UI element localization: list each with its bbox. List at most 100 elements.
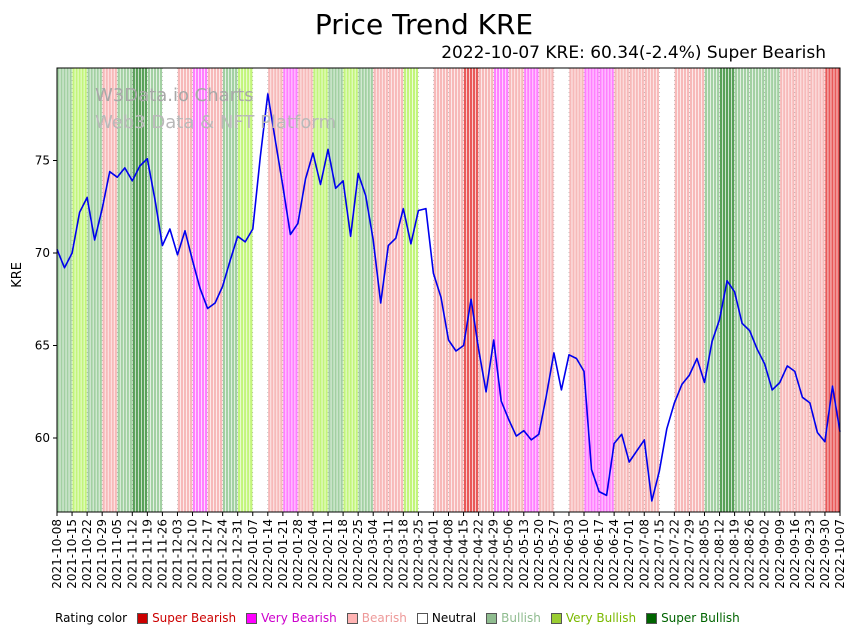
rating-band-bearish: [819, 68, 822, 512]
rating-band-bearish: [674, 68, 678, 512]
rating-band-bearish: [822, 68, 825, 512]
legend-item-label: Very Bearish: [261, 611, 337, 625]
rating-band-bearish: [638, 68, 641, 512]
rating-band-bearish: [310, 68, 313, 512]
rating-band-very-bullish: [316, 68, 319, 512]
rating-band-very-bullish: [78, 68, 81, 512]
rating-band-bullish: [710, 68, 714, 512]
rating-band-bullish: [707, 68, 711, 512]
rating-band-very-bearish: [289, 68, 292, 512]
rating-band-very-bearish: [295, 68, 298, 512]
rating-band-bearish: [807, 68, 810, 512]
rating-band-bearish: [783, 68, 786, 512]
rating-band-bearish: [491, 68, 494, 512]
rating-band-bearish: [695, 68, 699, 512]
legend-item-bearish: Bearish: [346, 611, 407, 625]
rating-band-bullish: [716, 68, 720, 512]
x-tick-label: 2022-03-04: [366, 519, 380, 589]
rating-band-bearish: [569, 68, 572, 512]
rating-band-bearish: [623, 68, 626, 512]
rating-band-bullish: [750, 68, 753, 512]
x-tick-label: 2022-04-29: [487, 519, 501, 589]
x-tick-label: 2022-02-25: [351, 519, 365, 589]
x-tick-label: 2022-07-15: [652, 519, 666, 589]
rating-band-bearish: [186, 68, 190, 512]
rating-band-bullish: [771, 68, 774, 512]
rating-band-bearish: [274, 68, 277, 512]
rating-band-bearish: [277, 68, 280, 512]
x-tick-label: 2022-01-21: [276, 519, 290, 589]
rating-band-bearish: [521, 68, 524, 512]
rating-band-super-bearish: [466, 68, 470, 512]
x-tick-label: 2022-03-18: [396, 519, 410, 589]
rating-band-bearish: [400, 68, 403, 512]
rating-band-very-bullish: [343, 68, 346, 512]
rating-band-very-bearish: [611, 68, 614, 512]
rating-band-very-bearish: [195, 68, 199, 512]
rating-band-very-bullish: [241, 68, 244, 512]
rating-band-bullish: [235, 68, 238, 512]
rating-band-bullish: [743, 68, 747, 512]
x-tick-label: 2022-03-25: [411, 519, 425, 589]
x-tick-label: 2021-11-05: [110, 519, 124, 589]
x-tick-label: 2021-10-08: [50, 519, 64, 589]
rating-band-bearish: [457, 68, 461, 512]
rating-band-very-bearish: [506, 68, 509, 512]
rating-band-bearish: [656, 68, 659, 512]
rating-band-bearish: [397, 68, 400, 512]
rating-band-bearish: [108, 68, 111, 512]
rating-band-very-bullish: [325, 68, 328, 512]
rating-band-bearish: [515, 68, 518, 512]
rating-band-bullish: [756, 68, 759, 512]
rating-band-bullish: [765, 68, 768, 512]
x-tick-label: 2022-01-28: [291, 519, 305, 589]
rating-band-bearish: [548, 68, 551, 512]
rating-band-very-bullish: [322, 68, 325, 512]
x-tick-label: 2022-06-10: [577, 519, 591, 589]
rating-band-very-bearish: [192, 68, 196, 512]
rating-band-bullish: [120, 68, 123, 512]
rating-band-bullish: [222, 68, 226, 512]
rating-band-bullish: [232, 68, 235, 512]
rating-band-bearish: [177, 68, 181, 512]
rating-band-bullish: [150, 68, 154, 512]
rating-band-bullish: [153, 68, 157, 512]
rating-band-very-bearish: [503, 68, 506, 512]
rating-band-bullish: [337, 68, 340, 512]
rating-band-bearish: [385, 68, 388, 512]
price-line: [56, 93, 841, 502]
rating-band-bearish: [692, 68, 696, 512]
rating-band-bearish: [304, 68, 307, 512]
rating-band-very-bearish: [204, 68, 208, 512]
rating-band-bearish: [792, 68, 795, 512]
rating-band-very-bullish: [244, 68, 247, 512]
x-tick-label: 2021-11-19: [140, 519, 154, 589]
legend-swatch: [486, 612, 498, 624]
rating-band-bearish: [445, 68, 449, 512]
y-tick-label: 65: [35, 339, 50, 353]
legend-swatch: [416, 612, 428, 624]
rating-band-bearish: [518, 68, 521, 512]
rating-band-bearish: [804, 68, 807, 512]
rating-band-bullish: [768, 68, 771, 512]
rating-band-bearish: [542, 68, 545, 512]
rating-band-bearish: [376, 68, 379, 512]
rating-band-super-bearish: [831, 68, 834, 512]
rating-band-bearish: [617, 68, 620, 512]
x-tick-label: 2022-04-15: [457, 519, 471, 589]
rating-band-very-bullish: [406, 68, 409, 512]
rating-band-bearish: [454, 68, 458, 512]
rating-band-very-bullish: [403, 68, 406, 512]
rating-band-bearish: [379, 68, 382, 512]
rating-band-very-bearish: [587, 68, 590, 512]
y-tick-label: 60: [35, 431, 50, 445]
rating-band-bearish: [629, 68, 632, 512]
rating-band-bearish: [780, 68, 783, 512]
rating-band-bearish: [798, 68, 801, 512]
rating-band-very-bearish: [286, 68, 289, 512]
rating-band-bearish: [683, 68, 687, 512]
rating-band-very-bullish: [72, 68, 75, 512]
rating-band-bearish: [635, 68, 638, 512]
rating-band-very-bullish: [349, 68, 352, 512]
rating-band-super-bullish: [725, 68, 729, 512]
